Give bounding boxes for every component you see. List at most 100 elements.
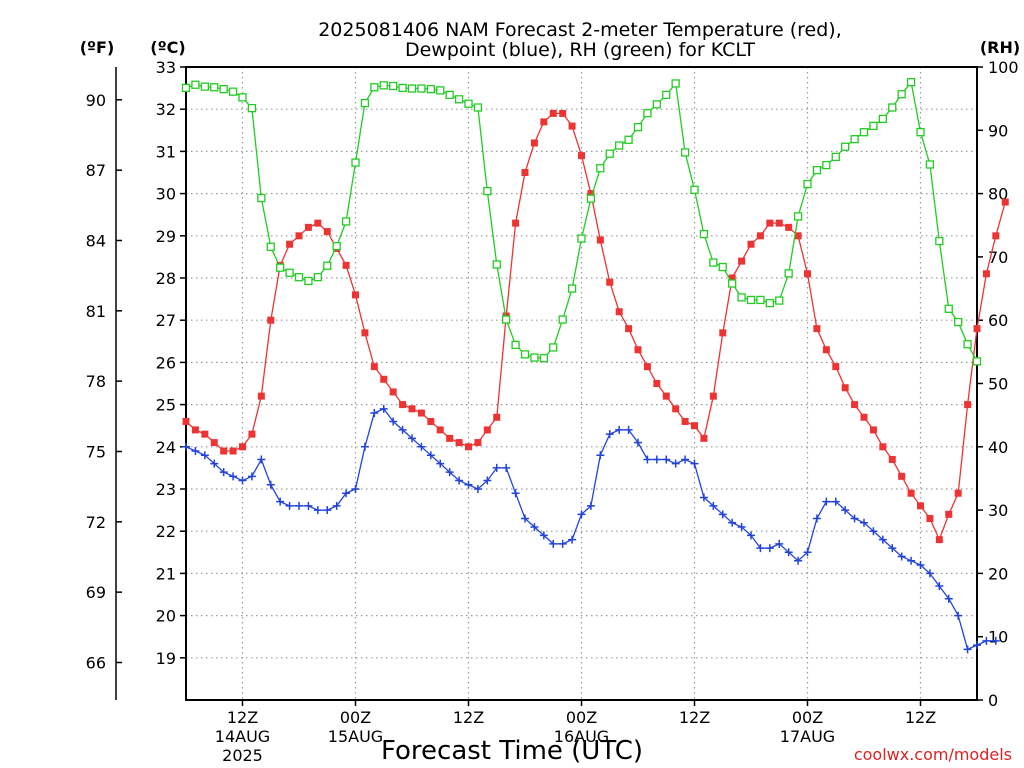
- celsius-tick-label: 23: [156, 480, 176, 499]
- rh-tick-label: 40: [988, 438, 1008, 457]
- temperature-point: [323, 228, 331, 236]
- rh-point: [426, 85, 435, 94]
- date-label: 14AUG: [215, 727, 270, 746]
- celsius-tick-label: 29: [156, 227, 176, 246]
- dewpoint-point: [210, 459, 219, 468]
- temperature-point: [822, 346, 830, 354]
- dewpoint-point: [860, 518, 868, 527]
- dewpoint-point: [718, 510, 727, 519]
- temperature-point: [474, 439, 482, 447]
- rh-point: [360, 98, 370, 108]
- rh-point: [652, 100, 661, 109]
- dewpoint-point: [577, 510, 586, 519]
- rh-point: [228, 87, 238, 96]
- dewpoint-point: [728, 518, 737, 527]
- temperature-point: [257, 392, 265, 400]
- dewpoint-point: [605, 430, 614, 439]
- temperature-point: [220, 447, 228, 455]
- temperature-point: [389, 388, 397, 396]
- dewpoint-point: [549, 539, 558, 548]
- rh-point: [304, 276, 313, 286]
- time-tick-label: 12Z: [227, 708, 258, 727]
- rh-point: [530, 353, 539, 362]
- rh-point: [332, 241, 341, 251]
- rh-point: [963, 340, 972, 349]
- temperature-point: [935, 536, 943, 544]
- temperature-point: [370, 363, 378, 371]
- rh-point: [313, 273, 322, 282]
- rh-point: [586, 194, 596, 203]
- temperature-point: [559, 109, 567, 117]
- temperature-point: [832, 363, 840, 371]
- dewpoint-point: [285, 501, 294, 510]
- dewpoint-point: [313, 506, 322, 515]
- dewpoint-point: [916, 560, 925, 569]
- credit-text: coolwx.com/models: [854, 745, 1012, 764]
- rh-point: [464, 99, 473, 108]
- dewpoint-point: [511, 489, 520, 498]
- dewpoint-point: [436, 459, 445, 468]
- dewpoint-point: [690, 459, 699, 468]
- dewpoint-point: [709, 501, 718, 510]
- dewpoint-point: [841, 506, 850, 515]
- rh-point: [746, 295, 756, 305]
- dewpoint-point: [954, 611, 963, 620]
- rh-point: [662, 90, 671, 100]
- rh-point: [417, 84, 426, 93]
- dewpoint-point: [200, 451, 209, 460]
- rh-point: [925, 160, 935, 169]
- temperature-point: [446, 434, 454, 442]
- date-label: 16AUG: [554, 727, 609, 746]
- rh-point: [266, 242, 275, 251]
- celsius-tick-label: 21: [156, 564, 176, 583]
- rh-point: [379, 81, 388, 90]
- temperature-point: [530, 139, 538, 147]
- temperature-point: [568, 122, 576, 130]
- rh-point: [577, 234, 586, 243]
- temperature-point: [653, 380, 661, 387]
- dewpoint-point: [794, 556, 803, 565]
- temperature-point: [681, 417, 689, 425]
- temperature-point: [982, 270, 990, 278]
- rh-point: [869, 121, 878, 131]
- rh-point: [483, 186, 492, 196]
- rh-point: [200, 82, 209, 91]
- dewpoint-point: [426, 451, 435, 460]
- rh-point: [567, 284, 577, 293]
- rh-point: [643, 109, 652, 118]
- temperature-point: [436, 426, 444, 434]
- rh-point: [294, 273, 304, 282]
- dewpoint-point: [360, 442, 369, 451]
- rh-point: [765, 298, 774, 308]
- rh-point: [492, 260, 501, 269]
- temperature-point: [201, 430, 209, 438]
- temperature-point: [210, 439, 218, 447]
- rh-point: [370, 83, 379, 92]
- rh-point: [398, 83, 407, 93]
- time-tick-label: 12Z: [679, 708, 710, 727]
- celsius-tick-label: 27: [156, 311, 176, 330]
- celsius-tick-label: 31: [156, 142, 176, 161]
- rh-point: [633, 122, 643, 132]
- dewpoint-point: [803, 548, 812, 557]
- dewpoint-point: [464, 480, 473, 489]
- rh-point: [257, 193, 266, 203]
- temperature-point: [578, 152, 585, 160]
- rh-tick-label: 20: [988, 564, 1008, 583]
- celsius-unit-label: (ºC): [150, 38, 185, 57]
- celsius-tick-label: 22: [156, 522, 176, 541]
- dewpoint-point: [417, 442, 426, 451]
- temperature-point: [945, 510, 953, 518]
- temperature-point: [248, 430, 256, 438]
- dewpoint-point: [963, 645, 972, 654]
- rh-tick-label: 60: [988, 311, 1008, 330]
- rh-point: [850, 135, 859, 144]
- celsius-tick-label: 30: [156, 185, 176, 204]
- rh-point: [181, 83, 191, 93]
- rh-tick-label: 70: [988, 248, 1008, 267]
- dewpoint-point: [897, 552, 906, 561]
- dewpoint-point: [445, 468, 454, 477]
- rh-point: [210, 83, 219, 92]
- temperature-point: [804, 270, 811, 278]
- temperature-point: [643, 363, 651, 371]
